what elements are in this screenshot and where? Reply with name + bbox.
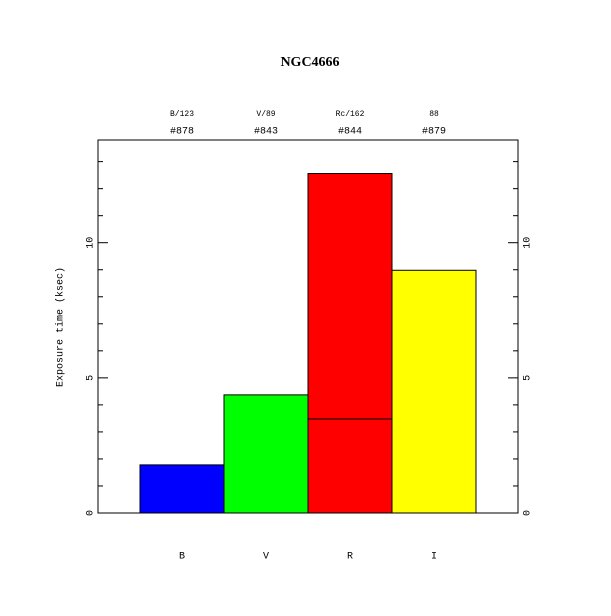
y-tick-label: 0 — [523, 510, 534, 516]
top-label: B/123 — [170, 110, 194, 119]
y-tick-label: 0 — [86, 510, 97, 516]
top-label: Rc/162 — [336, 110, 365, 119]
id-label: #843 — [254, 127, 278, 138]
x-tick-label: R — [347, 552, 353, 563]
plot-frame — [97, 139, 519, 514]
x-tick-label: I — [431, 552, 437, 563]
y-axis-label: Exposure time (ksec) — [55, 267, 67, 387]
id-label: #878 — [170, 127, 194, 138]
x-tick-label: B — [179, 552, 185, 563]
y-tick-label: 10 — [86, 237, 97, 249]
bar — [391, 269, 477, 514]
id-label: #844 — [338, 127, 362, 138]
x-tick-label: V — [263, 552, 269, 563]
top-label: V/89 — [256, 110, 275, 119]
bar — [307, 173, 393, 420]
y-tick-label: 5 — [86, 375, 97, 381]
y-tick-label: 5 — [523, 375, 534, 381]
y-tick-label: 10 — [523, 237, 534, 249]
top-label: 88 — [429, 110, 439, 119]
bar — [223, 394, 309, 514]
bar — [139, 464, 225, 514]
bar — [307, 418, 393, 514]
id-label: #879 — [422, 127, 446, 138]
chart-title: NGC4666 — [280, 55, 339, 70]
